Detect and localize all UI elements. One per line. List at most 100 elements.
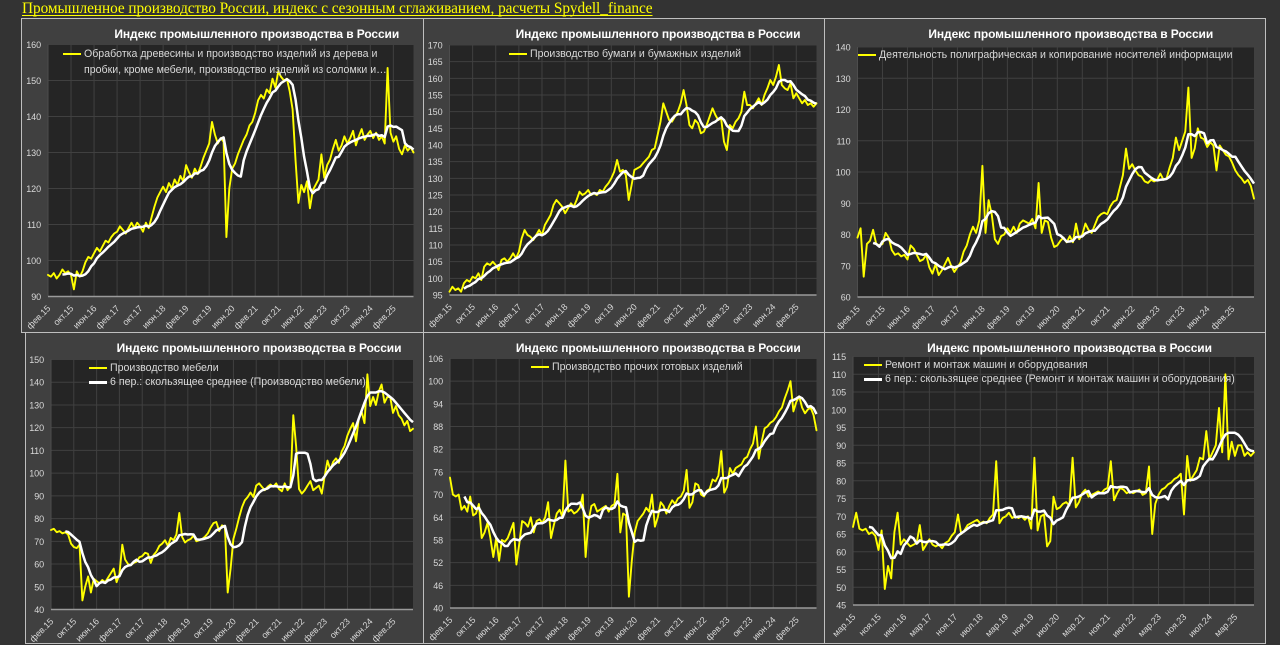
legend-item-printing: Деятельность полиграфическая и копирован… [858, 48, 1233, 63]
y-tick-label: 88 [433, 422, 443, 432]
legend-item-repair: Ремонт и монтаж машин и оборудования [864, 358, 1088, 373]
y-tick-label: 40 [34, 605, 44, 615]
chart-title: Индекс промышленного производства в Росс… [114, 27, 400, 41]
y-tick-label: 130 [26, 148, 41, 158]
y-tick-label: 105 [831, 388, 846, 398]
chart-legend: Производство мебели 6 пер.: скользящее с… [89, 361, 366, 390]
y-tick-label: 90 [841, 199, 851, 209]
y-tick-label: 45 [836, 601, 846, 611]
y-tick-label: 100 [831, 405, 846, 415]
series-line-yellow [856, 86, 1255, 278]
chart-title: Индекс промышленного производства в Росс… [928, 27, 1214, 41]
x-tick-label: фев.21 [1059, 304, 1087, 332]
y-tick-label: 80 [34, 514, 44, 524]
moving-average-line-white [64, 390, 414, 588]
x-tick-label: ноя.23 [1162, 612, 1188, 638]
chart-panel-paper: 95 100 105 110 115 120 125 130 135 140 145 150 155 16… [423, 18, 825, 333]
x-tick-label: фев.21 [232, 303, 260, 331]
y-tick-label: 110 [27, 220, 41, 230]
y-tick-label: 106 [428, 354, 443, 364]
x-tick-label: июн.20 [1034, 304, 1061, 331]
y-tick-label: 110 [30, 446, 44, 456]
legend-line-white-icon [89, 380, 107, 384]
y-tick-label: 60 [34, 560, 44, 570]
x-tick-label: июн.24 [750, 615, 777, 642]
y-tick-label: 70 [34, 537, 44, 547]
x-tick-label: мар.25 [1212, 612, 1239, 639]
legend-line-yellow-icon [864, 363, 882, 366]
y-tick-label: 115 [832, 352, 846, 362]
x-tick-label: июн.24 [347, 303, 374, 330]
x-tick-label: фев.23 [301, 303, 329, 331]
x-tick-label: июл.18 [957, 612, 984, 639]
legend-item-wood-line2: пробки, кроме мебели, производство издел… [84, 63, 387, 76]
y-tick-label: 95 [433, 291, 443, 301]
y-tick-label: 120 [428, 207, 443, 217]
x-tick-label: июл.16 [881, 612, 908, 639]
moving-average-line-white [872, 130, 1256, 271]
y-tick-label: 145 [428, 124, 443, 134]
x-tick-label: июн.18 [959, 304, 986, 331]
y-tick-label: 58 [433, 535, 443, 545]
x-tick-label: июл.20 [1034, 612, 1061, 639]
series-line-yellow [50, 373, 414, 602]
x-tick-label: мар.21 [1060, 612, 1087, 639]
x-tick-label: фев.25 [773, 302, 801, 330]
x-tick-label: фев.17 [909, 304, 937, 332]
x-tick-label: ноя.19 [1010, 612, 1036, 638]
y-tick-label: 50 [836, 583, 846, 593]
x-tick-label: июн.18 [542, 302, 569, 329]
y-tick-label: 120 [26, 184, 41, 194]
x-tick-label: фев.15 [834, 304, 862, 332]
y-tick-label: 82 [433, 445, 443, 455]
legend-item-furniture-ma: 6 пер.: скользящее среднее (Производство… [89, 375, 366, 390]
plot-background [449, 45, 817, 295]
x-tick-label: июн.24 [750, 302, 777, 329]
y-tick-label: 85 [836, 459, 846, 469]
x-tick-label: июн.20 [612, 302, 639, 329]
x-tick-label: мар.15 [830, 612, 857, 639]
x-tick-label: окт.21 [1088, 304, 1112, 328]
x-tick-label: мар.19 [983, 612, 1010, 639]
x-tick-label: фев.17 [96, 616, 124, 643]
y-tick-label: 70 [433, 490, 443, 500]
legend-item-other-goods: Производство прочих готовых изделий [531, 360, 743, 375]
y-tick-label: 160 [26, 40, 41, 50]
y-tick-label: 90 [31, 292, 41, 302]
chart-panel-other-goods: 40 46 52 58 64 70 76 82 88 94 100 106 фев.15 окт.15 ию… [423, 332, 825, 644]
y-tick-label: 110 [428, 241, 442, 251]
moving-average-line-white [868, 431, 1255, 560]
legend-line-yellow-icon [858, 54, 876, 57]
chart-panel-furniture: 40 50 60 70 80 90 100 110 120 130 140 150 фев.15 окт.… [25, 332, 424, 644]
chart-plot-other-goods: 40465258647076828894100106фев.15окт.15ию… [427, 354, 818, 643]
y-tick-label: 52 [433, 558, 443, 568]
y-tick-label: 130 [836, 74, 851, 84]
chart-title: Индекс промышленного производства в Росс… [927, 341, 1212, 355]
chart-panel-repair: 45 50 55 60 65 70 75 80 85 90 95 100 105 110 115 мар.15… [824, 332, 1266, 644]
y-tick-label: 90 [836, 441, 846, 451]
y-tick-label: 100 [428, 377, 443, 387]
x-tick-label: фев.21 [634, 302, 662, 330]
plot-background [48, 44, 414, 297]
x-tick-label: июн.22 [681, 302, 708, 329]
y-tick-label: 135 [428, 157, 443, 167]
y-tick-label: 110 [836, 136, 850, 146]
plot-background [51, 359, 413, 610]
chart-title: Индекс промышленного производства в Росс… [515, 27, 801, 41]
chart-legend: Производство прочих готовых изделий [531, 360, 743, 375]
legend-line-yellow-icon [531, 366, 549, 369]
y-tick-label: 40 [433, 604, 443, 614]
legend-item-wood: Обработка древесины и производство издел… [63, 46, 377, 62]
y-tick-label: 140 [836, 43, 851, 53]
y-tick-label: 90 [34, 491, 44, 501]
x-tick-label: фев.21 [635, 615, 663, 643]
legend-item-furniture: Производство мебели [89, 361, 219, 376]
x-tick-label: фев.25 [773, 615, 801, 643]
y-tick-label: 115 [428, 224, 442, 234]
x-tick-label: фев.15 [426, 302, 454, 330]
legend-item-repair-ma: 6 пер.: скользящее среднее (Ремонт и мон… [864, 372, 1235, 387]
y-tick-label: 100 [428, 274, 443, 284]
x-tick-label: июн.16 [473, 302, 500, 329]
x-tick-label: фев.17 [496, 302, 524, 330]
